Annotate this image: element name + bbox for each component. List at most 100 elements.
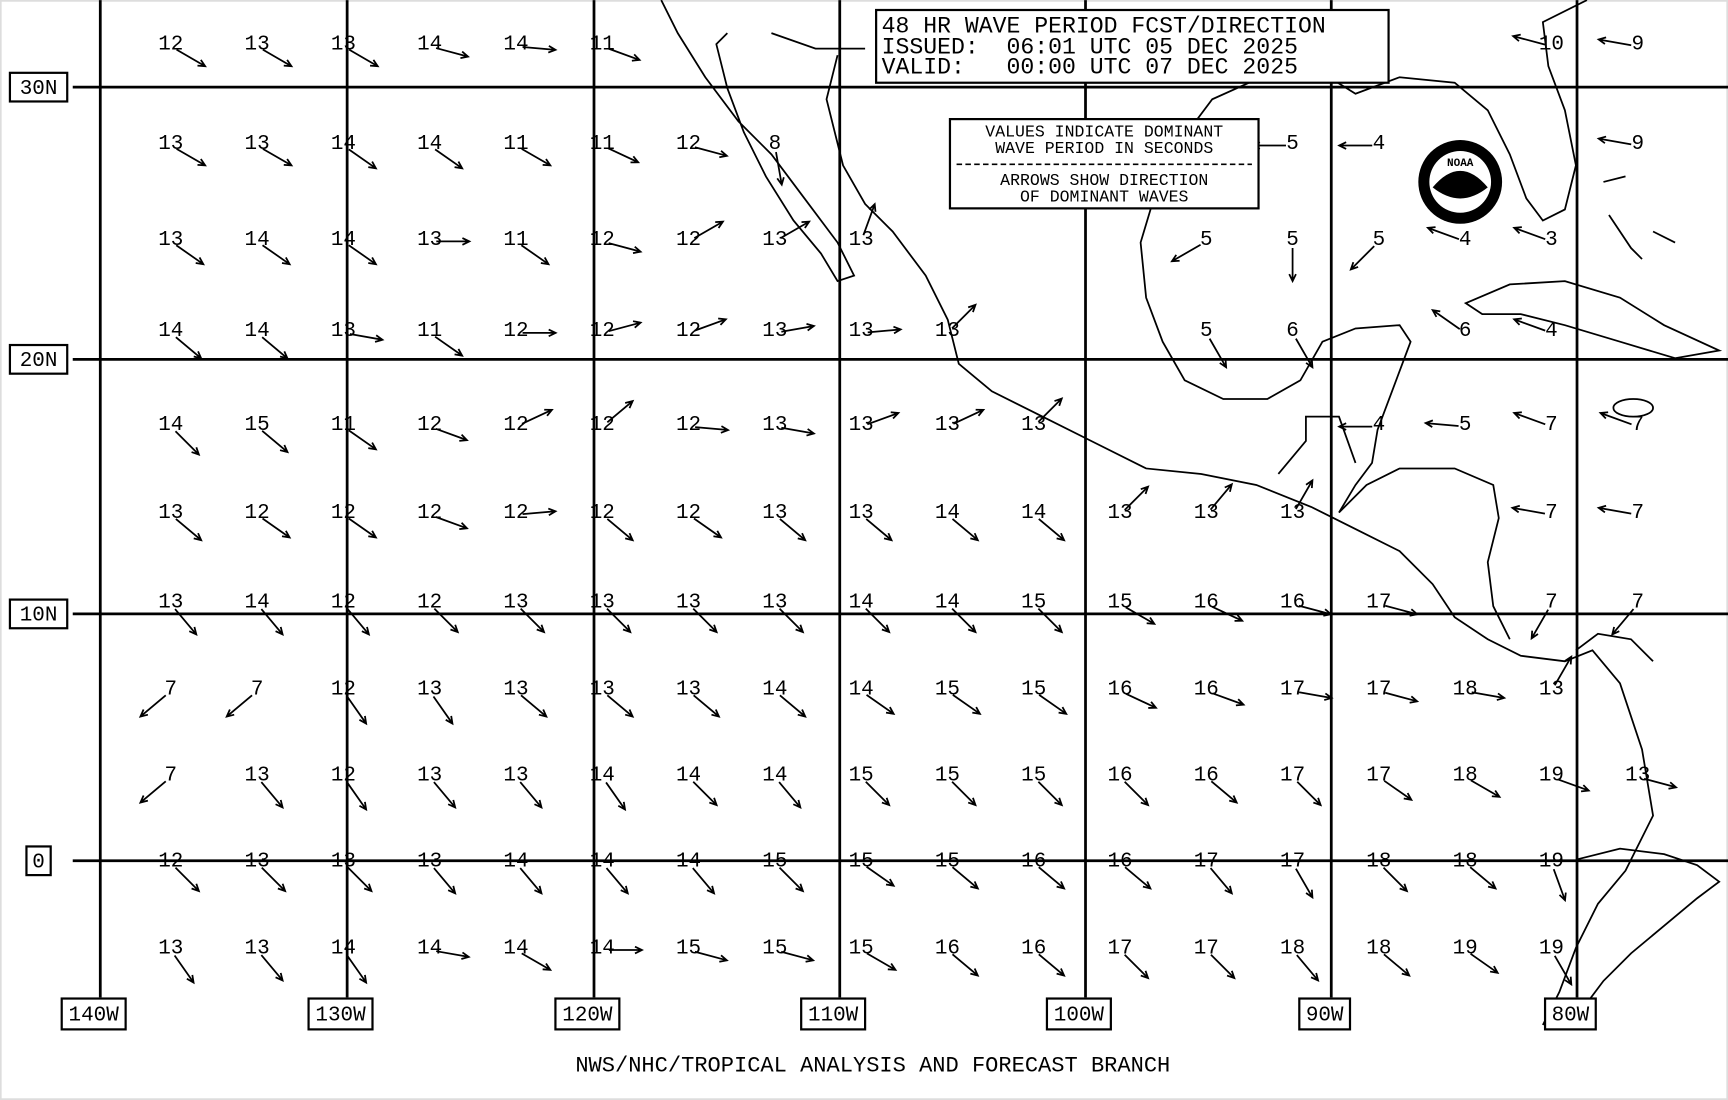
wave-period: 13 (245, 133, 270, 156)
wave-direction-arrow (262, 517, 292, 539)
wave-direction-arrow (436, 237, 472, 246)
wave-direction-arrow (953, 408, 986, 425)
wave-direction-arrow (435, 47, 470, 59)
bahamas (1603, 175, 1676, 260)
wave-direction-arrow (433, 608, 460, 634)
lon-label-box (60, 997, 127, 1031)
wave-period: 5 (1286, 133, 1299, 156)
south-america (1575, 847, 1721, 1004)
wave-period: 13 (849, 320, 874, 343)
wave-direction-arrow (1385, 691, 1420, 704)
wave-direction-arrow (951, 781, 977, 807)
wave-direction-arrow (175, 244, 205, 266)
wave-period: 14 (849, 591, 874, 614)
wave-period: 7 (1545, 502, 1558, 525)
wave-direction-arrow (778, 608, 805, 634)
wave-direction-arrow (261, 430, 290, 454)
wave-direction-arrow (1511, 33, 1546, 46)
lon-label: 110W (808, 1005, 859, 1028)
wave-period: 17 (1366, 678, 1391, 701)
lon-label-box (800, 997, 867, 1031)
wave-period: 13 (935, 414, 960, 437)
wave-period: 12 (676, 320, 701, 343)
wave-direction-arrow (436, 950, 471, 960)
lon-label: 130W (315, 1005, 366, 1028)
wave-period: 4 (1545, 320, 1558, 343)
cuba (1463, 280, 1723, 360)
wave-direction-arrow (951, 866, 980, 890)
wave-direction-arrow (1510, 504, 1546, 515)
wave-direction-arrow (692, 867, 716, 895)
wave-direction-arrow (434, 335, 464, 357)
wave-period: 19 (1539, 937, 1564, 960)
wave-direction-arrow (1037, 781, 1064, 807)
wave-period: 9 (1631, 133, 1644, 156)
wave-period: 12 (417, 591, 442, 614)
wave-period: 13 (849, 414, 874, 437)
wave-direction-arrow (1210, 954, 1236, 980)
wave-direction-arrow (694, 146, 729, 159)
wave-period: 14 (590, 850, 615, 873)
wave-direction-arrow (1553, 654, 1573, 686)
wave-period: 12 (331, 591, 356, 614)
wave-direction-arrow (1423, 419, 1459, 428)
wave-period: 6 (1286, 320, 1299, 343)
wave-period: 14 (158, 414, 183, 437)
wave-period: 17 (1107, 937, 1132, 960)
wave-direction-arrow (606, 694, 635, 718)
wave-direction-arrow (1512, 411, 1546, 426)
wave-period: 13 (762, 229, 787, 252)
wave-period: 5 (1200, 229, 1213, 252)
lon-label-box (1045, 997, 1112, 1031)
wave-period: 5 (1286, 229, 1299, 252)
wave-direction-arrow (1469, 866, 1498, 890)
wave-direction-arrow (434, 148, 464, 170)
wave-period: 13 (849, 229, 874, 252)
wave-period: 7 (1631, 591, 1644, 614)
wave-direction-arrow (1037, 397, 1064, 423)
wave-direction-arrow (176, 48, 207, 68)
wave-period: 12 (676, 229, 701, 252)
wave-direction-arrow (778, 781, 802, 809)
wave-direction-arrow (866, 694, 896, 715)
wave-period: 5 (1200, 320, 1213, 343)
baja-california (660, 0, 856, 283)
wave-period: 15 (935, 764, 960, 787)
lon-label-box (554, 997, 621, 1031)
wave-direction-arrow (1209, 867, 1234, 895)
wave-period: 5 (1459, 414, 1472, 437)
lat-label: 20N (20, 350, 58, 373)
wave-period: 4 (1459, 229, 1472, 252)
wave-direction-arrow (693, 517, 723, 539)
wave-period: 13 (245, 937, 270, 960)
wave-period: 17 (1280, 850, 1305, 873)
wave-direction-arrow (1425, 226, 1460, 240)
wave-direction-arrow (522, 328, 558, 338)
wave-direction-arrow (865, 518, 894, 542)
wave-direction-arrow (174, 608, 198, 636)
title-frame (875, 8, 1390, 84)
wave-direction-arrow (262, 48, 294, 68)
wave-period: 13 (1625, 764, 1650, 787)
lon-label-box (1543, 997, 1597, 1031)
wave-direction-arrow (1038, 866, 1066, 890)
wave-period: 17 (1194, 850, 1219, 873)
wave-direction-arrow (1382, 867, 1409, 893)
wave-direction-arrow (781, 950, 816, 963)
wave-direction-arrow (261, 867, 287, 893)
wave-direction-arrow (1295, 338, 1314, 370)
wave-period: 13 (676, 591, 701, 614)
wave-direction-arrow (867, 411, 901, 426)
lat-label: 10N (20, 605, 58, 628)
title-line: 48 HR WAVE PERIOD FCST/DIRECTION (882, 14, 1326, 40)
wave-period: 7 (1545, 414, 1558, 437)
wave-period: 13 (590, 591, 615, 614)
wave-direction-arrow (1598, 411, 1632, 426)
wave-period: 9 (1631, 34, 1644, 57)
wave-period: 5 (1373, 229, 1386, 252)
wave-direction-arrow (1596, 504, 1632, 515)
wave-direction-arrow (522, 45, 558, 54)
wave-period: 13 (158, 133, 183, 156)
